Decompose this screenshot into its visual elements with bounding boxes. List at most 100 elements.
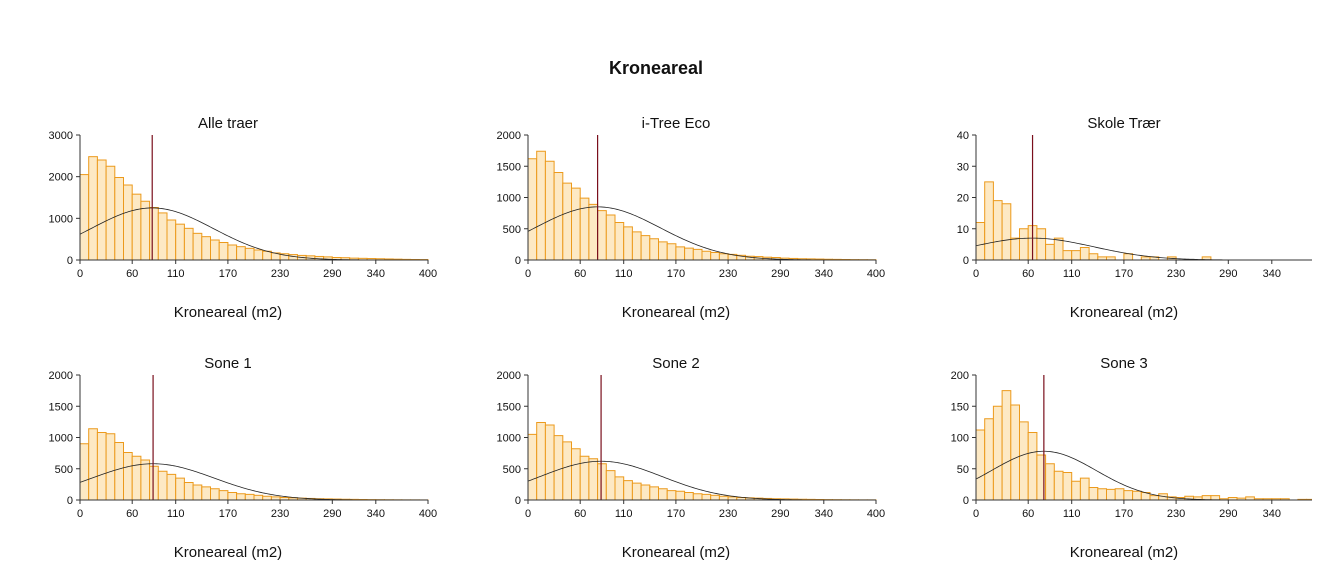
histogram-bar: [588, 458, 599, 501]
histogram-bar: [288, 254, 298, 261]
x-tick-label: 0: [973, 268, 979, 280]
histogram-bar: [140, 459, 151, 501]
histogram-bar: [631, 231, 642, 261]
x-tick-label: 110: [615, 268, 633, 280]
histogram-bar: [562, 182, 572, 261]
histogram-bar: [1132, 490, 1142, 501]
x-tick-label: 110: [167, 268, 185, 280]
y-tick-label: 150: [951, 401, 969, 413]
histogram-bar: [140, 200, 151, 261]
histogram-bar: [710, 494, 720, 501]
x-tick-label: 340: [367, 508, 385, 520]
y-tick-label: 2000: [49, 370, 73, 382]
histogram-bar: [544, 424, 555, 501]
histogram-bar: [253, 494, 264, 501]
y-tick-label: 30: [957, 161, 969, 173]
x-tick-label: 340: [367, 268, 385, 280]
histogram-bar: [536, 422, 546, 501]
histogram-bar: [675, 490, 686, 501]
histogram-bar: [253, 249, 264, 261]
x-tick-label: 230: [271, 508, 289, 520]
x-tick-label: 400: [867, 268, 885, 280]
histogram-bar: [684, 492, 694, 501]
histogram-bar: [236, 246, 246, 261]
histogram-bar: [166, 473, 177, 501]
panel-title: Sone 3: [1100, 355, 1148, 372]
histogram-bar: [666, 490, 677, 501]
y-tick-label: 100: [951, 433, 969, 445]
y-tick-label: 1000: [497, 433, 521, 445]
histogram-bar: [262, 250, 272, 261]
histogram-panel: i-Tree Eco 0 60 110 170 230 290 340 400 0 500 1000 1…: [497, 115, 886, 321]
histogram-bar: [1071, 480, 1081, 501]
y-tick-label: 500: [503, 464, 521, 476]
histogram-bar: [218, 490, 229, 501]
histogram-bar: [123, 452, 133, 501]
y-tick-label: 1500: [497, 161, 521, 173]
histogram-bar: [588, 203, 599, 261]
x-tick-label: 230: [1167, 508, 1185, 520]
y-tick-label: 1500: [49, 401, 73, 413]
histogram-bar: [710, 252, 720, 261]
x-axis-label: Kroneareal (m2): [622, 544, 730, 561]
histogram-bar: [562, 441, 572, 501]
x-tick-label: 60: [126, 268, 138, 280]
histogram-bar: [157, 212, 168, 261]
histogram-panel: Sone 10 60 110 170 230 290 340 4000500100015002…: [49, 355, 438, 561]
histogram-bar: [649, 238, 659, 261]
histogram-bar: [236, 493, 246, 501]
x-tick-label: 60: [126, 508, 138, 520]
panel-title: Skole Trær: [1087, 115, 1160, 132]
histogram-panel: Sone 2 0 60 110 170 230 290 340 400 0 500 1000 1500 2…: [497, 355, 886, 561]
histogram-bar: [571, 187, 581, 261]
histogram-bar: [571, 448, 581, 501]
histogram-bar: [631, 482, 642, 501]
x-tick-label: 230: [1167, 268, 1185, 280]
histogram-bar: [1079, 477, 1090, 501]
x-tick-label: 170: [667, 268, 685, 280]
histogram-bar: [718, 253, 729, 261]
x-axis-label: Kroneareal (m2): [622, 304, 730, 321]
main-title: Kroneareal: [608, 58, 704, 78]
histogram-bar: [1114, 488, 1125, 501]
x-tick-label: 110: [1063, 508, 1081, 520]
histogram-bar: [244, 247, 255, 261]
y-tick-label: 200: [951, 370, 969, 382]
histogram-bar: [544, 160, 555, 261]
histogram-bar: [192, 232, 203, 261]
x-tick-label: 400: [867, 508, 885, 520]
histogram-bar: [718, 495, 729, 501]
x-tick-label: 340: [815, 508, 833, 520]
x-tick-label: 290: [771, 508, 789, 520]
y-tick-label: 10: [957, 224, 969, 236]
x-tick-label: 170: [219, 508, 237, 520]
histogram-bar: [623, 480, 633, 501]
x-tick-label: 0: [525, 268, 531, 280]
histogram-bar: [1062, 250, 1073, 261]
x-tick-label: 60: [574, 268, 586, 280]
x-tick-label: 0: [77, 268, 83, 280]
histogram-bar: [658, 241, 668, 261]
x-tick-label: 230: [271, 268, 289, 280]
histogram-bar: [175, 223, 185, 261]
histogram-bar: [114, 442, 125, 501]
y-tick-label: 0: [515, 495, 521, 507]
histogram-bar: [210, 488, 220, 501]
y-tick-label: 2000: [49, 172, 73, 184]
x-tick-label: 170: [219, 268, 237, 280]
histogram-bar: [175, 477, 185, 501]
histogram-bar: [1071, 250, 1081, 261]
histogram-bar: [88, 156, 98, 261]
histogram-bar: [684, 247, 694, 261]
histogram-bar: [183, 227, 194, 261]
histogram-bar: [1019, 228, 1029, 261]
histogram-bar: [992, 405, 1003, 501]
y-tick-label: 0: [67, 255, 73, 267]
histogram-bar: [183, 482, 194, 501]
x-tick-label: 290: [323, 508, 341, 520]
histogram-bar: [192, 484, 203, 501]
histogram-bar: [984, 418, 994, 501]
histogram-bar: [975, 222, 986, 261]
histogram-bar: [149, 207, 159, 261]
x-axis-label: Kroneareal (m2): [1070, 304, 1178, 321]
